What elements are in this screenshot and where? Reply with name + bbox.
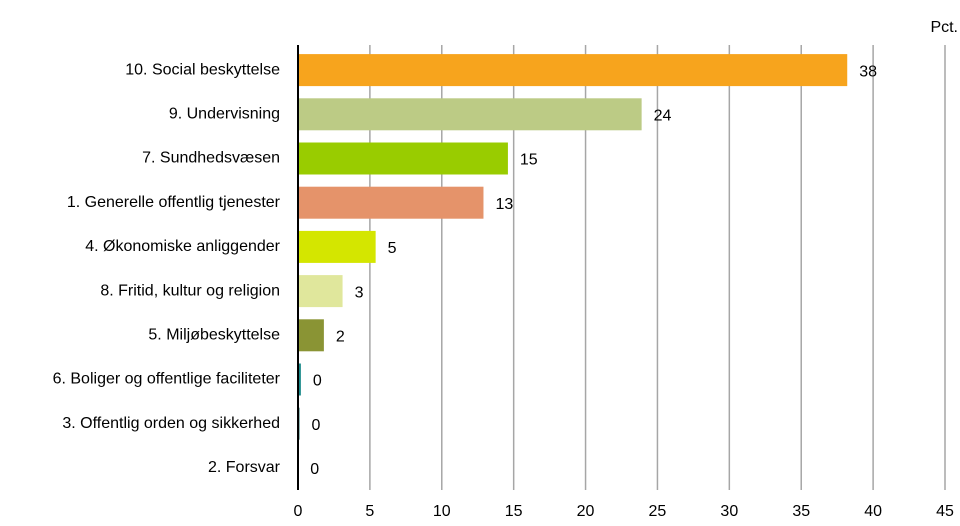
x-tick-label: 10 (433, 503, 451, 520)
x-tick-label: 35 (792, 503, 810, 520)
value-label: 3 (355, 284, 364, 301)
bar (298, 54, 848, 87)
value-label: 2 (336, 329, 345, 346)
x-tick-label: 5 (365, 503, 374, 520)
y-tick-label: 3. Offentlig orden og sikkerhed (62, 415, 280, 432)
bar (298, 98, 642, 131)
x-tick-label: 0 (294, 503, 303, 520)
bar (298, 275, 343, 308)
value-label: 5 (388, 240, 397, 257)
x-tick-label: 45 (936, 503, 954, 520)
y-tick-label: 6. Boliger og offentlige faciliteter (53, 371, 281, 388)
bar (298, 186, 484, 219)
value-label: 24 (654, 108, 672, 125)
y-tick-label: 5. Miljøbeskyttelse (148, 327, 280, 344)
x-tick-label: 20 (577, 503, 595, 520)
value-label: 13 (495, 196, 513, 213)
value-label: 0 (313, 373, 322, 390)
value-label: 38 (859, 63, 877, 80)
y-tick-label: 8. Fritid, kultur og religion (100, 282, 280, 299)
bar (298, 319, 324, 352)
x-tick-label: 30 (720, 503, 738, 520)
y-tick-label: 1. Generelle offentlig tjenester (67, 194, 281, 211)
bar (298, 142, 508, 175)
y-tick-label: 10. Social beskyttelse (125, 61, 280, 78)
x-tick-label: 15 (505, 503, 523, 520)
value-label: 15 (520, 152, 538, 169)
bar (298, 363, 301, 396)
y-tick-label: 4. Økonomiske anliggender (85, 238, 280, 255)
x-tick-label: 25 (649, 503, 667, 520)
y-tick-label: 2. Forsvar (208, 459, 281, 476)
y-tick-label: 7. Sundhedsvæsen (142, 150, 280, 167)
bar (298, 230, 376, 263)
value-label: 0 (310, 461, 319, 478)
y-tick-label: 9. Undervisning (169, 106, 280, 123)
value-label: 0 (311, 417, 320, 434)
x-tick-label: 40 (864, 503, 882, 520)
unit-label: Pct. (930, 19, 958, 36)
